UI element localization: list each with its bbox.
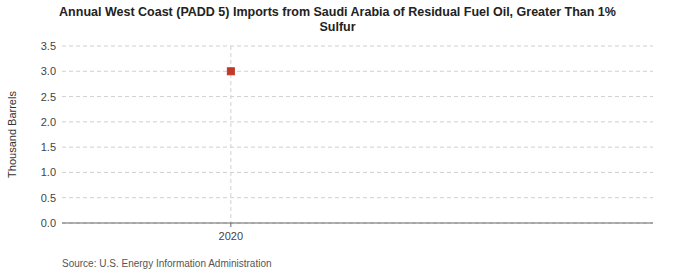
y-tick-label: 0.0: [41, 217, 56, 229]
chart-container: Annual West Coast (PADD 5) Imports from …: [0, 0, 675, 275]
y-tick-label: 0.5: [41, 192, 56, 204]
grid: [62, 46, 653, 223]
y-tick-label: 2.5: [41, 91, 56, 103]
y-grid-line: [62, 96, 653, 97]
y-tick-label: 1.5: [41, 141, 56, 153]
y-grid-line: [62, 147, 653, 148]
y-tick-label: 3.5: [41, 40, 56, 52]
title: Sulfur: [319, 20, 355, 34]
data-points: [227, 68, 234, 75]
x-tick: [230, 223, 231, 227]
y-tick-label: 2.0: [41, 116, 56, 128]
y-axis: 0.0 0.5 1.0 1.5 2.0 2.5 3.0 3.5: [41, 40, 56, 229]
x-axis-line: [62, 223, 653, 224]
x-tick-label: 2020: [219, 230, 243, 242]
y-grid-line: [62, 172, 653, 173]
y-grid-line: [62, 223, 653, 224]
y-tick-label: 1.0: [41, 166, 56, 178]
y-grid-line: [62, 197, 653, 198]
y-grid-line: [62, 46, 653, 47]
chart-svg: Annual West Coast (PADD 5) Imports from …: [0, 0, 675, 275]
x-axis: 2020: [62, 223, 653, 242]
data-point: [227, 68, 234, 75]
title: Annual West Coast (PADD 5) Imports from …: [59, 5, 616, 19]
y-grid-line: [62, 71, 653, 72]
y-grid-line: [62, 121, 653, 122]
title-group: Annual West Coast (PADD 5) Imports from …: [59, 5, 616, 34]
y-axis-label: Thousand Barrels: [6, 91, 18, 178]
y-tick-label: 3.0: [41, 65, 56, 77]
source-note: Source: U.S. Energy Information Administ…: [62, 258, 272, 269]
